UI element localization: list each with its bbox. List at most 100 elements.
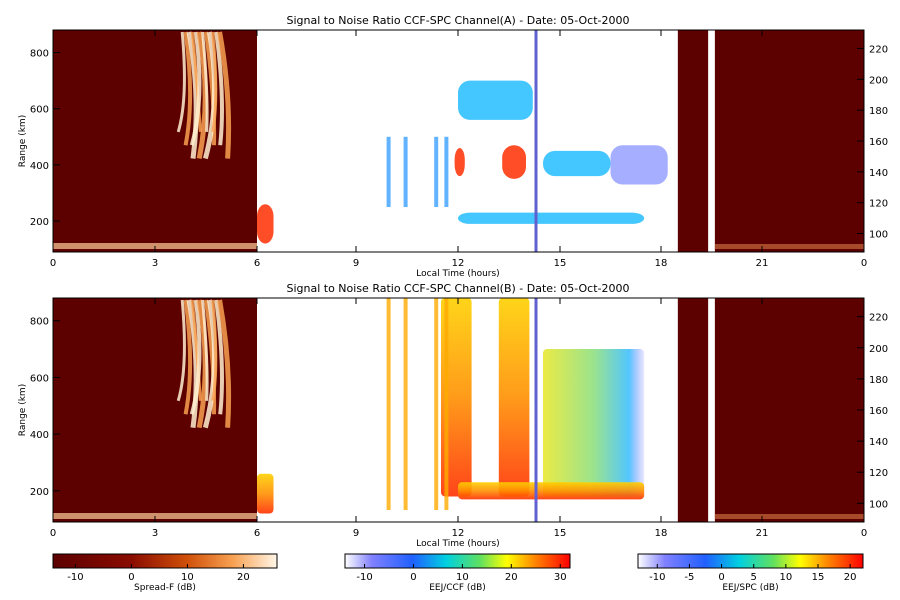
- y2-tick-label: 120: [869, 468, 888, 479]
- spread-f-left: [53, 30, 257, 252]
- x-tick-label: 0: [50, 528, 56, 539]
- y2-tick-label: 120: [869, 199, 888, 210]
- colorbar-tick-label: 30: [554, 572, 567, 583]
- x-tick-label: 9: [353, 528, 359, 539]
- echo-streak: [386, 136, 391, 208]
- echo-streak: [434, 298, 439, 510]
- y2-tick-label: 140: [869, 437, 888, 448]
- x-tick-label: 18: [655, 528, 668, 539]
- echo-feature: [257, 473, 274, 514]
- dropout-line: [534, 30, 538, 252]
- colorbar-tick-label: 20: [844, 572, 857, 583]
- x-tick-label: 12: [452, 528, 465, 539]
- y-tick-label: 200: [30, 487, 49, 498]
- echo-streak: [386, 298, 391, 510]
- panel-title: Signal to Noise Ratio CCF-SPC Channel(A)…: [286, 14, 629, 27]
- colorbar-scale: [344, 553, 571, 569]
- echo-feature: [454, 148, 465, 177]
- colorbar-2: -10 0 10 20 30 EEJ/CCF (dB): [344, 553, 571, 593]
- echo-feature: [502, 145, 526, 179]
- spread-f-left: [53, 298, 257, 522]
- colorbar-tick-label: 0: [718, 572, 724, 583]
- echo-feature: [498, 298, 530, 497]
- y-tick-label: 400: [30, 161, 49, 172]
- y2-tick-label: 220: [869, 313, 888, 324]
- y2-tick-label: 220: [869, 45, 888, 56]
- x-tick-label: 3: [152, 258, 158, 269]
- colorbar-tick-label: -10: [67, 572, 83, 583]
- echo-feature: [543, 150, 611, 177]
- y-tick-label: 200: [30, 217, 49, 228]
- colorbar-tick-label: 10: [779, 572, 792, 583]
- colorbar-tick-label: 10: [456, 572, 469, 583]
- y2-tick-label: 180: [869, 106, 888, 117]
- x-tick-label: 0: [861, 258, 867, 269]
- colorbar-1: -10 0 10 20 Spread-F (dB): [52, 553, 278, 593]
- echo-feature: [458, 80, 533, 120]
- colorbar-tick-label: 10: [181, 572, 194, 583]
- y2-tick-label: 200: [869, 344, 888, 355]
- colorbar-label: EEJ/CCF (dB): [429, 583, 486, 593]
- echo-streak: [403, 298, 408, 510]
- echo-feature: [458, 212, 645, 224]
- y-tick-label: 400: [30, 430, 49, 441]
- echo-feature: [441, 298, 472, 497]
- x-axis-label: Local Time (hours): [416, 539, 499, 549]
- dropout-line: [534, 298, 538, 522]
- y2-tick-label: 160: [869, 137, 888, 148]
- colorbar-tick-label: 0: [410, 572, 416, 583]
- colorbar-label: EEJ/SPC (dB): [722, 583, 778, 593]
- spread-f-right: [677, 30, 864, 252]
- colorbar-tick-label: 20: [237, 572, 250, 583]
- y-axis-label: Range (km): [18, 384, 28, 436]
- panel-b: Signal to Noise Ratio CCF-SPC Channel(B)…: [18, 282, 888, 549]
- echo-streak: [444, 298, 449, 510]
- colorbar-3: -10 -5 0 5 10 15 20 EEJ/SPC (dB): [637, 553, 864, 593]
- y-tick-label: 600: [30, 105, 49, 116]
- colorbar-tick-label: 20: [505, 572, 518, 583]
- x-tick-label: 18: [655, 258, 668, 269]
- x-axis-label: Local Time (hours): [416, 269, 499, 279]
- x-tick-label: 21: [756, 258, 769, 269]
- x-tick-label: 21: [756, 528, 769, 539]
- colorbar-scale: [52, 553, 278, 569]
- y2-tick-label: 140: [869, 168, 888, 179]
- echo-feature: [543, 349, 645, 497]
- colorbar-tick-label: 15: [812, 572, 825, 583]
- x-tick-label: 3: [152, 528, 158, 539]
- colorbar-tick-label: -10: [649, 572, 665, 583]
- echo-streak: [444, 136, 449, 208]
- colorbar-tick-label: -10: [356, 572, 372, 583]
- echo-feature: [610, 145, 668, 185]
- y-tick-label: 600: [30, 373, 49, 384]
- echo-streak: [434, 136, 439, 208]
- eej-echoes: [257, 298, 645, 522]
- colorbar-scale: [637, 553, 864, 569]
- panel-a: Signal to Noise Ratio CCF-SPC Channel(A)…: [18, 14, 888, 279]
- y2-tick-label: 160: [869, 406, 888, 417]
- x-tick-label: 12: [452, 258, 465, 269]
- x-tick-label: 6: [254, 528, 260, 539]
- x-tick-label: 6: [254, 258, 260, 269]
- y-tick-label: 800: [30, 48, 49, 59]
- x-tick-label: 15: [554, 528, 567, 539]
- colorbar-tick-label: 0: [128, 572, 134, 583]
- eej-echoes: [257, 30, 668, 252]
- colorbar-tick-label: 5: [751, 572, 757, 583]
- echo-streak: [403, 136, 408, 208]
- y2-tick-label: 100: [869, 499, 888, 510]
- spread-f-right: [677, 298, 864, 522]
- y2-tick-label: 100: [869, 230, 888, 241]
- y2-tick-label: 180: [869, 375, 888, 386]
- echo-feature: [257, 204, 274, 244]
- y-tick-label: 800: [30, 317, 49, 328]
- x-tick-label: 0: [861, 528, 867, 539]
- y2-tick-label: 200: [869, 75, 888, 86]
- x-tick-label: 15: [554, 258, 567, 269]
- echo-feature: [458, 482, 645, 500]
- x-tick-label: 9: [353, 258, 359, 269]
- panel-title: Signal to Noise Ratio CCF-SPC Channel(B)…: [286, 282, 629, 295]
- y-axis-label: Range (km): [18, 115, 28, 167]
- colorbar-tick-label: -5: [684, 572, 694, 583]
